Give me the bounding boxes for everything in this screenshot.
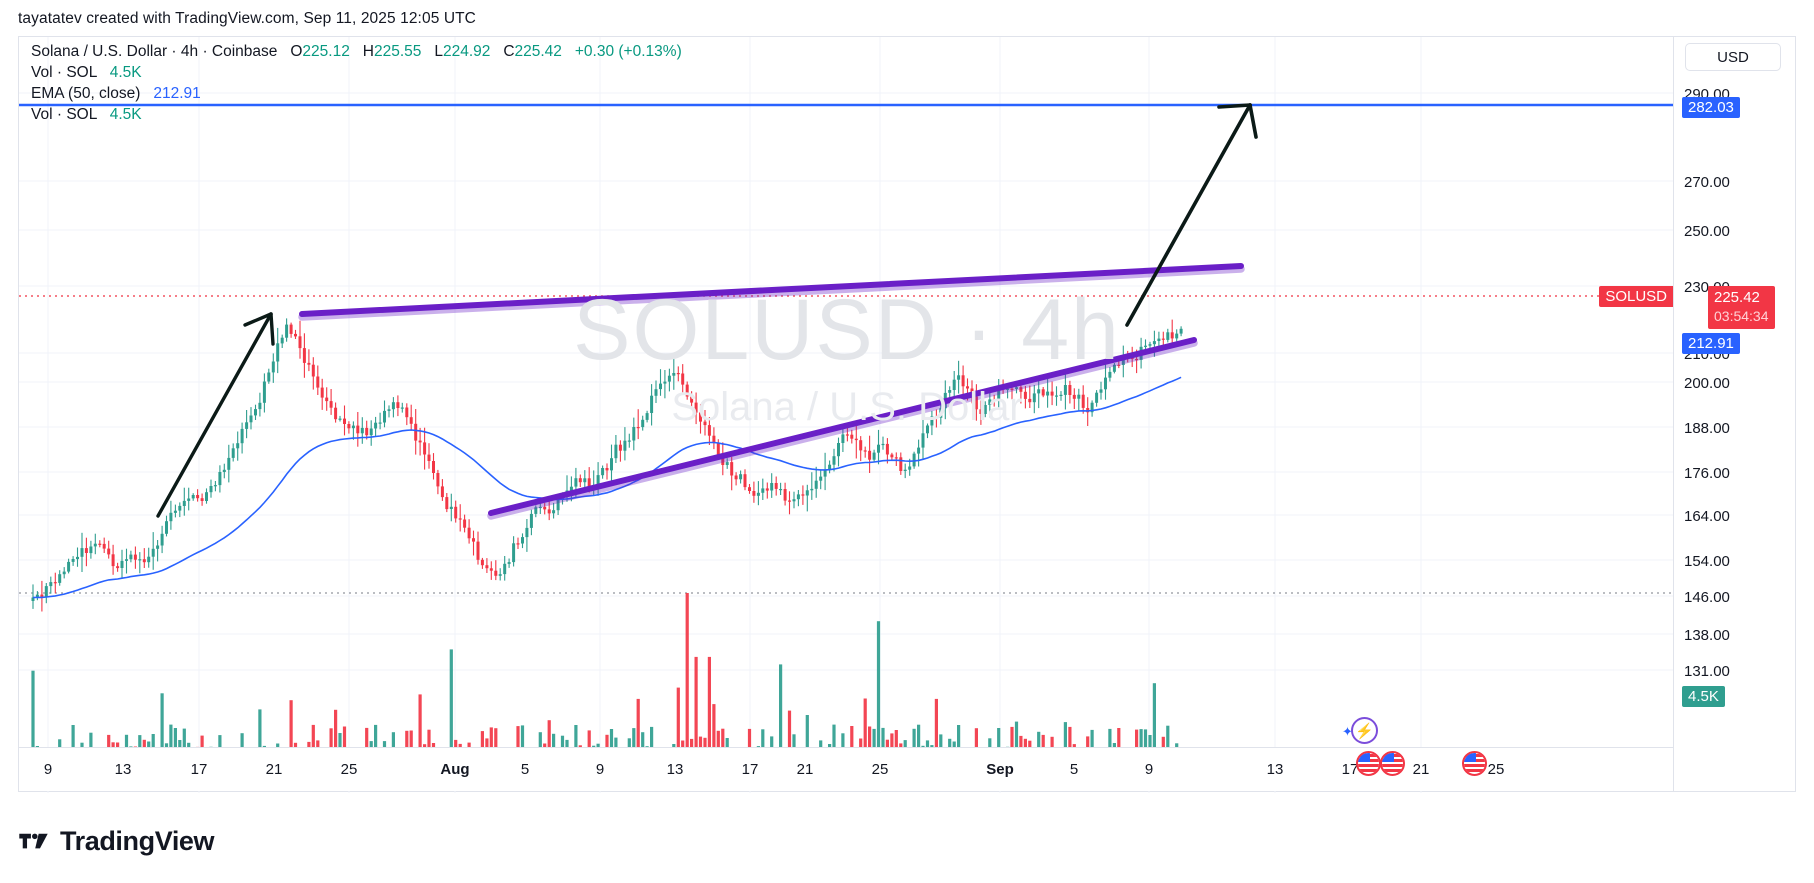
price-tick-154-00: 154.00	[1684, 553, 1730, 570]
trendline-upper-resistance[interactable]	[298, 263, 1245, 321]
legend-row-main[interactable]: Solana / U.S. Dollar · 4h · Coinbase O22…	[31, 41, 682, 62]
candlestick-series	[31, 318, 1183, 612]
price-tick-138-00: 138.00	[1684, 627, 1730, 644]
price-tick-146-00: 146.00	[1684, 589, 1730, 606]
us-flag-icon	[1380, 751, 1405, 776]
lightning-icon: ⚡	[1351, 717, 1378, 744]
tradingview-logo[interactable]: TradingView	[18, 826, 215, 857]
legend-high-label: H	[362, 43, 374, 60]
price-tick-188-00: 188.00	[1684, 420, 1730, 437]
us-flag-icon	[1462, 751, 1487, 776]
legend-open-value: 225.12	[302, 43, 350, 60]
price-axis[interactable]: USD 290.00 270.00 250.00 230.00 210.00 200.00…	[1673, 37, 1795, 791]
ema-price-tag[interactable]: 212.91	[1682, 333, 1740, 354]
price-tick-200-00: 200.00	[1684, 375, 1730, 392]
legend-high-value: 225.55	[373, 43, 422, 60]
last-price-symbol-tag[interactable]: SOLUSD	[1599, 286, 1673, 307]
time-tick-13: 13	[1266, 761, 1284, 778]
legend-change: +0.30 (+0.13%)	[574, 43, 682, 60]
time-tick-5: 5	[1069, 761, 1079, 778]
time-tick-17: 17	[1341, 761, 1359, 778]
time-tick-25: 25	[871, 761, 889, 778]
legend-volume-title: Vol · SOL	[31, 64, 97, 81]
time-tick-17: 17	[190, 761, 208, 778]
time-tick-13: 13	[666, 761, 684, 778]
legend-row-ema[interactable]: EMA (50, close) 212.91	[31, 83, 682, 104]
time-tick-13: 13	[114, 761, 132, 778]
price-tick-131-00: 131.00	[1684, 663, 1730, 680]
sparkle-icon: ✦	[1342, 724, 1353, 739]
target-price-tag[interactable]: 282.03	[1682, 97, 1740, 118]
legend-low-value: 224.92	[442, 43, 491, 60]
currency-button[interactable]: USD	[1685, 43, 1781, 71]
time-tick-25: 25	[340, 761, 358, 778]
last-price-value: 225.42	[1714, 289, 1760, 306]
time-tick-21: 21	[796, 761, 814, 778]
time-tick-9: 9	[43, 761, 53, 778]
chart-frame[interactable]: SOLUSD · 4h Solana / U.S. Dollar Solana …	[18, 36, 1796, 793]
legend-ema-value: 212.91	[153, 85, 201, 102]
time-tick-5: 5	[520, 761, 530, 778]
price-tick-270-00: 270.00	[1684, 174, 1730, 191]
us-flag-icon	[1356, 751, 1381, 776]
legend-volume-value: 4.5K	[109, 64, 142, 81]
price-tick-176-00: 176.00	[1684, 465, 1730, 482]
tradingview-wordmark: TradingView	[60, 826, 215, 856]
time-axis[interactable]: 9 13 17 21 25 Aug 5 9 13 17 21 25 Sep 5 9 13 17 21 25	[19, 747, 1673, 791]
last-price-badge[interactable]: 225.42 03:54:34	[1708, 286, 1775, 330]
event-marker-us-2[interactable]	[1380, 751, 1405, 776]
ema-50-line	[32, 376, 1182, 599]
horizontal-gridlines	[19, 92, 1675, 671]
legend-symbol-title: Solana / U.S. Dollar · 4h · Coinbase	[31, 43, 278, 60]
legend-row-volume[interactable]: Vol · SOL 4.5K	[31, 62, 682, 83]
legend-close-value: 225.42	[514, 43, 562, 60]
bar-countdown: 03:54:34	[1714, 307, 1769, 324]
legend-ema-title: EMA (50, close)	[31, 85, 141, 102]
chart-plot-canvas[interactable]	[19, 37, 1675, 793]
chart-legend: Solana / U.S. Dollar · 4h · Coinbase O22…	[31, 41, 682, 125]
legend-volume-title-2: Vol · SOL	[31, 106, 97, 123]
legend-close-label: C	[503, 43, 515, 60]
volume-value-tag[interactable]: 4.5K	[1682, 686, 1725, 707]
time-tick-sep: Sep	[986, 761, 1014, 778]
event-marker-us-1[interactable]	[1356, 751, 1381, 776]
legend-open-label: O	[290, 43, 303, 60]
time-tick-21: 21	[265, 761, 283, 778]
time-tick-17: 17	[741, 761, 759, 778]
legend-low-label: L	[434, 43, 443, 60]
attribution-text: tayatatev created with TradingView.com, …	[18, 10, 476, 27]
arrow-past-rally[interactable]	[156, 312, 275, 518]
time-tick-9: 9	[595, 761, 605, 778]
legend-volume-value-2: 4.5K	[109, 106, 142, 123]
time-tick-25: 25	[1487, 761, 1505, 778]
arrow-projection[interactable]	[1125, 103, 1258, 327]
time-tick-aug: Aug	[440, 761, 470, 778]
trendline-lower-support[interactable]	[487, 337, 1198, 520]
price-tick-250-00: 250.00	[1684, 223, 1730, 240]
ai-insight-marker[interactable]: ✦ ⚡	[1342, 717, 1378, 744]
time-tick-9: 9	[1144, 761, 1154, 778]
event-marker-us-3[interactable]	[1462, 751, 1487, 776]
price-tick-164-00: 164.00	[1684, 508, 1730, 525]
time-tick-21: 21	[1412, 761, 1430, 778]
legend-row-volume-2[interactable]: Vol · SOL 4.5K	[31, 104, 682, 125]
tradingview-logo-icon	[19, 833, 48, 849]
vertical-gridlines	[47, 37, 1422, 793]
